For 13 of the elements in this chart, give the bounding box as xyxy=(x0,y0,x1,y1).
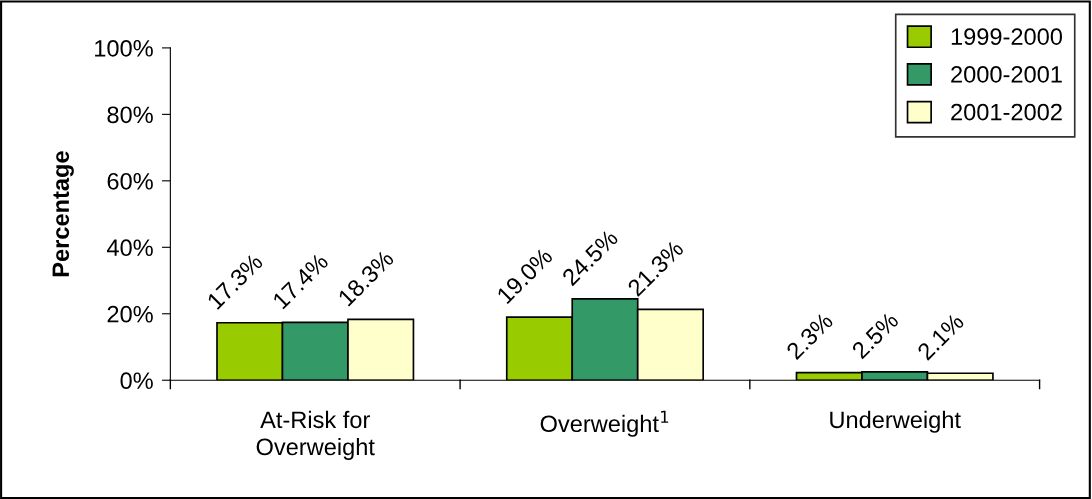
x-tick-label: Underweight xyxy=(830,410,961,433)
y-tick-label: 80% xyxy=(107,106,153,124)
legend-label: 1999-2000 xyxy=(951,28,1063,45)
y-axis-title: Percentage xyxy=(52,151,74,277)
legend-label: 2000-2001 xyxy=(951,65,1062,83)
y-tick-label: 60% xyxy=(107,172,153,190)
legend-label: 2001-2002 xyxy=(951,103,1062,121)
y-tick-label: 20% xyxy=(107,305,153,323)
y-tick-label: 100% xyxy=(95,39,153,57)
x-tick-label: Overweight$^{1}$ xyxy=(540,410,669,437)
y-tick-label: 0% xyxy=(120,372,153,390)
x-tick-label: At-Risk for Overweight xyxy=(256,410,375,460)
y-tick-label: 40% xyxy=(106,239,153,257)
